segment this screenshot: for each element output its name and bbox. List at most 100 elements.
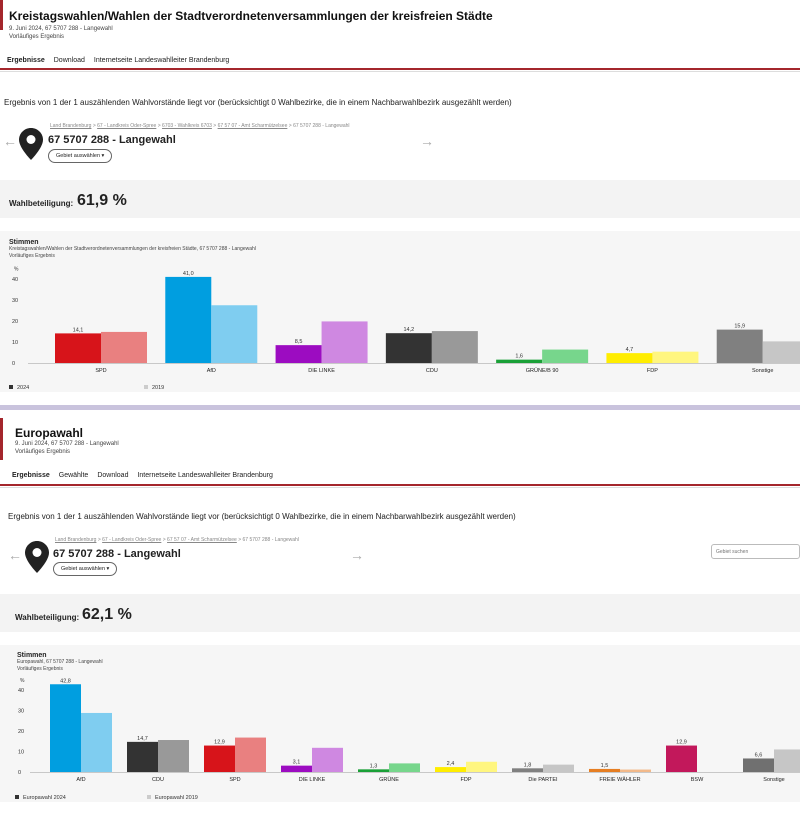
bar-2024	[127, 741, 158, 772]
chart2-panel: Stimmen Europawahl, 67 5707 288 - Langew…	[0, 645, 800, 802]
bar-previous	[542, 349, 589, 363]
bar-value-label: 14,7	[137, 736, 148, 742]
bar-2024	[496, 359, 543, 363]
area-select-button[interactable]: Gebiet auswählen ▾	[53, 562, 118, 576]
chart2-subtitle: Europawahl, 67 5707 288 - Langewahl	[17, 659, 103, 665]
turnout-value: 61,9 %	[77, 192, 127, 209]
bar-value-label: 8,5	[295, 339, 303, 345]
bar-previous	[466, 761, 497, 772]
x-tick-label: FDP	[647, 368, 658, 374]
bar-2024	[385, 333, 432, 363]
next-arrow-icon[interactable]: →	[350, 547, 364, 563]
y-tick-label: 40	[18, 688, 24, 694]
breadcrumb-item[interactable]: 67 57 07 - Amt Scharmützelsee	[167, 537, 237, 543]
chart1-status: Vorläufiges Ergebnis	[9, 253, 55, 259]
chart1-title: Stimmen	[9, 239, 39, 246]
bar-2024	[281, 765, 312, 772]
chart2-svg: % 0 10 20 30 40 42,8 AfD 14,7 CDU 12,9 SPD 3,1 DIE LI…	[15, 678, 800, 801]
tab-download[interactable]: Download	[97, 472, 129, 479]
y-tick-label: 10	[18, 750, 24, 756]
tab-download[interactable]: Download	[53, 57, 85, 64]
bar-previous	[158, 740, 189, 772]
y-tick-label: 0	[18, 770, 21, 776]
bar-2024	[358, 769, 389, 772]
y-axis-unit-label: %	[20, 678, 25, 684]
bar-value-label: 41,0	[183, 271, 194, 277]
y-tick-label: 30	[18, 709, 24, 715]
bar-previous	[431, 331, 478, 363]
x-tick-label: GRÜNE/B 90	[526, 367, 559, 374]
legend-label-previous: 2019	[152, 385, 164, 391]
bar-previous	[389, 763, 420, 772]
chart2-status: Vorläufiges Ergebnis	[17, 666, 63, 672]
turnout-panel: Wahlbeteiligung: 61,9 %	[0, 180, 800, 218]
breadcrumb-item[interactable]: Land Brandenburg	[55, 537, 97, 543]
title-accent-bar	[0, 418, 3, 460]
nav-shadow	[0, 487, 800, 488]
result-info: Ergebnis von 1 der 1 auszählenden Wahlvo…	[8, 512, 516, 521]
turnout-panel: Wahlbeteiligung: 62,1 %	[0, 594, 800, 632]
y-tick-label: 0	[12, 361, 15, 367]
bar-value-label: 2,4	[447, 761, 455, 767]
x-tick-label: DIE LINKE	[299, 777, 326, 783]
breadcrumb-item[interactable]: 67 - Landkreis Oder-Spree	[102, 537, 162, 543]
status-subtitle: Vorläufiges Ergebnis	[15, 449, 71, 455]
nav-shadow	[0, 71, 800, 72]
x-tick-label: SPD	[229, 777, 240, 783]
bar-value-label: 14,2	[403, 327, 414, 333]
result-info: Ergebnis von 1 der 1 auszählenden Wahlvo…	[4, 98, 512, 107]
tab-gewaehlte[interactable]: Gewählte	[58, 472, 89, 479]
bar-previous	[774, 749, 800, 772]
bar-2024	[275, 345, 322, 363]
title-accent-bar	[0, 0, 3, 30]
breadcrumb-item[interactable]: 67 - Landkreis Oder-Spree	[97, 123, 157, 129]
breadcrumb-item[interactable]: 67 57 07 - Amt Scharmützelsee	[217, 123, 288, 129]
x-tick-label: AfD	[207, 368, 216, 374]
tab-landeswahlleiter-link[interactable]: Internetseite Landeswahlleiter Brandenbu…	[137, 472, 273, 479]
bar-previous	[652, 351, 699, 363]
legend-swatch-current	[15, 795, 19, 799]
bar-value-label: 1,3	[370, 763, 378, 769]
y-tick-label: 30	[12, 298, 18, 304]
x-tick-label: SPD	[95, 368, 106, 374]
turnout-label: Wahlbeteiligung:	[15, 613, 80, 622]
bar-value-label: 12,9	[214, 740, 225, 746]
area-search-input[interactable]	[711, 544, 800, 559]
y-axis-unit-label: %	[14, 267, 19, 273]
legend-swatch-previous	[147, 795, 151, 799]
legend-swatch-current	[9, 385, 13, 389]
breadcrumb-item[interactable]: 6703 - Wahlkreis 6703	[162, 123, 212, 129]
bar-2024	[512, 768, 543, 772]
x-tick-label: BSW	[691, 777, 704, 783]
legend-label-current: Europawahl 2024	[23, 795, 66, 801]
bar-2024	[55, 333, 101, 363]
x-tick-label: CDU	[152, 777, 164, 783]
bar-previous	[81, 712, 112, 772]
bar-2024	[606, 353, 653, 363]
bar-value-label: 1,6	[515, 354, 523, 360]
tab-landeswahlleiter-link[interactable]: Internetseite Landeswahlleiter Brandenbu…	[93, 57, 230, 64]
breadcrumb: Land Brandenburg > 67 - Landkreis Oder-S…	[55, 537, 299, 543]
status-subtitle: Vorläufiges Ergebnis	[9, 34, 65, 40]
page-title: Europawahl	[15, 426, 84, 440]
location-pin-icon	[19, 128, 43, 160]
tab-ergebnisse[interactable]: Ergebnisse	[7, 57, 45, 64]
breadcrumb-item[interactable]: Land Brandenburg	[50, 123, 92, 129]
bar-value-label: 42,8	[60, 678, 71, 684]
turnout-label: Wahlbeteiligung:	[9, 199, 74, 208]
x-tick-label: Sonstige	[763, 777, 784, 783]
section1-header: Kreistagswahlen/Wahlen der Stadtverordne…	[0, 0, 800, 70]
bar-2024	[435, 767, 466, 772]
bar-2024	[666, 745, 697, 772]
legend-swatch-previous	[144, 385, 148, 389]
date-subtitle: 9. Juni 2024, 67 5707 288 - Langewahl	[15, 441, 119, 447]
bar-value-label: 1,5	[601, 763, 609, 769]
prev-arrow-icon[interactable]: ←	[3, 133, 17, 149]
nav-underline	[0, 68, 800, 70]
next-arrow-icon[interactable]: →	[420, 133, 434, 149]
tab-ergebnisse[interactable]: Ergebnisse	[12, 472, 50, 479]
prev-arrow-icon[interactable]: ←	[8, 547, 22, 563]
section1-nav: Ergebnisse Download Internetseite Landes…	[7, 57, 229, 64]
bar-value-label: 15,9	[734, 324, 745, 330]
area-select-button[interactable]: Gebiet auswählen ▾	[48, 149, 113, 163]
